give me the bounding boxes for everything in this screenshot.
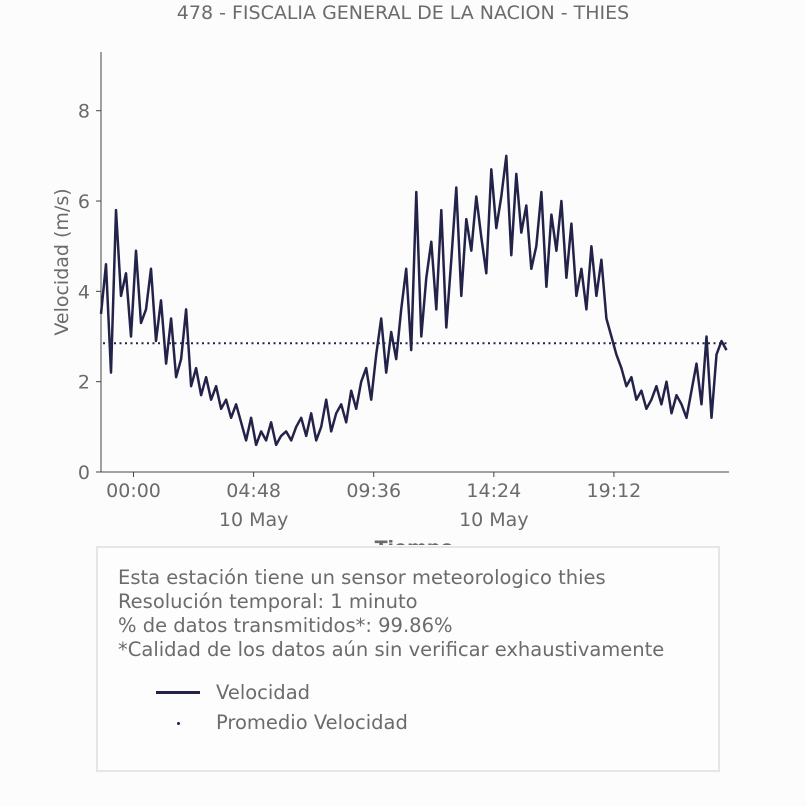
x-tick-label: 09:36 (346, 480, 401, 502)
y-tick-label: 4 (78, 281, 90, 303)
y-tick-label: 0 (78, 462, 90, 484)
info-line-resolution: Resolución temporal: 1 minuto (118, 590, 418, 613)
series-group (99, 154, 728, 447)
y-tick-label: 6 (78, 191, 90, 213)
legend-label-velocidad: Velocidad (216, 681, 311, 704)
legend-label-promedio: Promedio Velocidad (216, 711, 408, 734)
info-line-transmitted: % de datos transmitidos*: 99.86% (118, 614, 453, 637)
info-box: Esta estación tiene un sensor meteorolog… (96, 546, 720, 772)
y-axis-label: Velocidad (m/s) (51, 188, 73, 335)
x-tick-label: 00:00 (106, 480, 161, 502)
legend-line-swatch (156, 691, 200, 694)
x-tick-label: 19:12 (587, 480, 642, 502)
series-line-velocidad (99, 154, 728, 447)
x-axis: 00:00 04:48 10 May 09:36 14:24 10 May 19:12 (101, 471, 729, 531)
chart-area: 0 2 4 6 8 00:00 04:48 10 May 09:36 14:24 10 May 19… (51, 52, 729, 545)
y-axis: 0 2 4 6 8 (78, 52, 102, 484)
x-axis-label: Tiempo (375, 537, 454, 545)
x-tick-sublabel: 10 May (219, 509, 289, 531)
x-tick-label: 14:24 (466, 480, 521, 502)
info-line-quality: *Calidad de los datos aún sin verificar … (118, 638, 665, 661)
y-tick-label: 8 (78, 101, 90, 123)
chart-title: 478 - FISCALIA GENERAL DE LA NACION - TH… (176, 2, 630, 24)
y-tick-label: 2 (78, 372, 90, 394)
x-tick-sublabel: 10 May (459, 509, 529, 531)
info-line-sensor: Esta estación tiene un sensor meteorolog… (118, 566, 606, 589)
legend-dot-swatch (177, 722, 180, 725)
x-tick-label: 04:48 (226, 480, 281, 502)
